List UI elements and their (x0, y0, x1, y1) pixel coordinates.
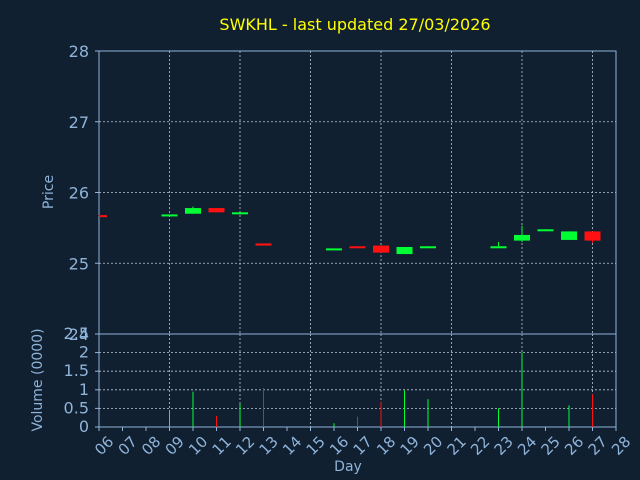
candle-body (537, 229, 554, 232)
chart-title: SWKHL - last updated 27/03/2026 (219, 15, 490, 34)
candle-body (232, 212, 248, 215)
candle-body (420, 246, 436, 249)
candles-group (98, 206, 601, 255)
price-axis-label: Price (41, 175, 57, 209)
price-panel: 24 25 26 27 28 Price (41, 42, 617, 344)
candle-body (161, 214, 178, 217)
candle-body (561, 231, 577, 240)
volume-y-tick-label: 0 (79, 417, 89, 436)
x-axis-label: Day (334, 459, 362, 475)
candle-body (584, 231, 601, 241)
volume-y-tick-label: 0.5 (64, 398, 89, 417)
price-y-tick-label: 25 (69, 254, 89, 273)
candle-body (185, 208, 201, 214)
price-y-tick-labels: 24 25 26 27 28 (69, 42, 99, 344)
candle-body (255, 243, 272, 246)
candle-body (99, 215, 107, 218)
volume-panel: 00.511.522.5 Volume (0000) (30, 324, 617, 436)
candle-body (326, 248, 342, 251)
price-y-tick-label: 27 (69, 113, 89, 132)
price-gridlines (99, 51, 616, 334)
price-y-tick-label: 28 (69, 42, 89, 61)
volume-y-tick-label: 1.5 (64, 361, 89, 380)
price-y-tick-label: 26 (69, 184, 89, 203)
volume-y-tick-label: 2.5 (64, 324, 89, 343)
volume-axis-label: Volume (0000) (30, 328, 46, 431)
candle-body (514, 234, 530, 241)
candle-body (396, 246, 413, 255)
volume-y-tick-label: 2 (79, 343, 89, 362)
candle-body (349, 246, 366, 249)
volume-y-tick-label: 1 (79, 380, 89, 399)
candle-body (208, 208, 225, 213)
price-y-tick-label: 24 (69, 325, 89, 344)
volume-bars-group (169, 352, 593, 427)
candle-body (490, 246, 507, 249)
candle-body (373, 245, 389, 253)
volume-y-tick-labels: 00.511.522.5 (64, 324, 99, 436)
